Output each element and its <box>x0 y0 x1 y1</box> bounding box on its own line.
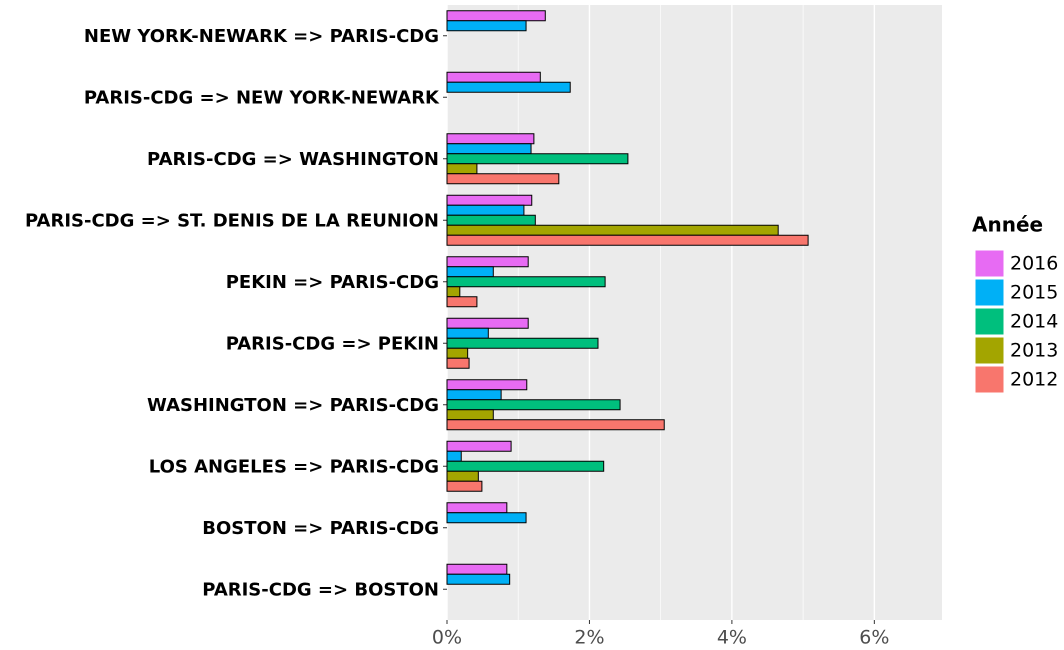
legend-label: 2013 <box>1010 340 1058 362</box>
bar <box>446 480 483 492</box>
bar <box>446 419 665 431</box>
legend-key <box>974 249 1005 278</box>
x-tick-label: 0% <box>432 627 462 649</box>
bar <box>446 81 571 93</box>
y-tick-label: LOS ANGELES => PARIS-CDG <box>149 456 439 477</box>
legend-title: Année <box>972 213 1043 237</box>
x-tick-label: 4% <box>717 627 747 649</box>
bar <box>446 512 527 524</box>
y-tick-label: PARIS-CDG => NEW YORK-NEWARK <box>84 87 440 108</box>
legend-label: 2014 <box>1010 311 1058 333</box>
y-tick-label: PARIS-CDG => ST. DENIS DE LA REUNION <box>25 210 439 231</box>
bar <box>446 133 535 145</box>
bar <box>446 296 478 308</box>
bar <box>446 194 533 206</box>
y-tick-label: BOSTON => PARIS-CDG <box>202 518 439 539</box>
bar <box>446 327 489 339</box>
legend-label: 2016 <box>1010 253 1058 275</box>
legend-label: 2015 <box>1010 282 1058 304</box>
bar <box>446 266 494 278</box>
bar <box>446 173 560 185</box>
bar <box>446 143 532 155</box>
bar <box>446 563 508 575</box>
bar <box>446 163 478 175</box>
legend-key <box>974 365 1005 394</box>
y-tick-label: PARIS-CDG => BOSTON <box>202 579 439 600</box>
x-tick-label: 6% <box>859 627 889 649</box>
legend-key <box>974 278 1005 307</box>
bar <box>446 460 605 472</box>
y-tick-label: WASHINGTON => PARIS-CDG <box>147 395 439 416</box>
legend-key <box>974 336 1005 365</box>
bar <box>446 153 629 165</box>
bar <box>446 409 494 421</box>
bar <box>446 214 536 226</box>
bar <box>446 399 621 411</box>
x-tick-label: 2% <box>574 627 604 649</box>
bar <box>446 502 508 514</box>
bar <box>446 71 541 83</box>
bar <box>446 276 606 288</box>
bar <box>446 347 469 359</box>
y-tick-label: NEW YORK-NEWARK => PARIS-CDG <box>84 26 439 47</box>
bar <box>446 573 511 585</box>
bar <box>446 204 525 216</box>
bar <box>446 440 512 452</box>
bar <box>446 256 529 268</box>
bar <box>446 317 529 329</box>
y-tick-label: PEKIN => PARIS-CDG <box>226 272 439 293</box>
legend-label: 2012 <box>1010 369 1058 391</box>
y-tick-label: PARIS-CDG => WASHINGTON <box>147 149 439 170</box>
bar <box>446 470 479 482</box>
bar <box>446 389 502 401</box>
legend-key <box>974 307 1005 336</box>
bar <box>446 286 461 298</box>
bar <box>446 357 470 369</box>
bar <box>446 10 546 22</box>
bar <box>446 224 779 236</box>
bar <box>446 450 462 462</box>
bar <box>446 379 528 391</box>
bar <box>446 20 527 32</box>
y-tick-label: PARIS-CDG => PEKIN <box>226 333 439 354</box>
plot-panel <box>447 5 942 620</box>
bar <box>446 234 809 246</box>
bar <box>446 337 599 349</box>
